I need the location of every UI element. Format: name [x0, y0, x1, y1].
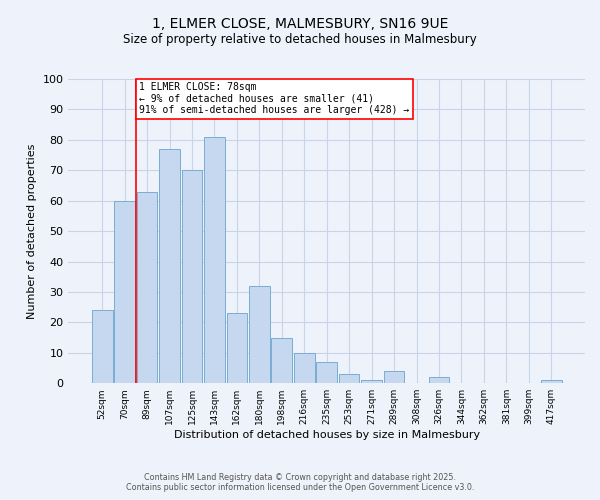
Bar	[182, 170, 202, 383]
Bar	[137, 192, 157, 383]
Bar	[92, 310, 113, 383]
Bar	[384, 371, 404, 383]
Bar	[316, 362, 337, 383]
X-axis label: Distribution of detached houses by size in Malmesbury: Distribution of detached houses by size …	[173, 430, 480, 440]
Bar	[541, 380, 562, 383]
Text: Size of property relative to detached houses in Malmesbury: Size of property relative to detached ho…	[123, 32, 477, 46]
Bar	[339, 374, 359, 383]
Bar	[294, 353, 314, 383]
Bar	[204, 137, 225, 383]
Bar	[159, 149, 180, 383]
Y-axis label: Number of detached properties: Number of detached properties	[27, 144, 37, 319]
Text: 1 ELMER CLOSE: 78sqm
← 9% of detached houses are smaller (41)
91% of semi-detach: 1 ELMER CLOSE: 78sqm ← 9% of detached ho…	[139, 82, 410, 115]
Bar	[428, 377, 449, 383]
Bar	[249, 286, 269, 383]
Text: Contains HM Land Registry data © Crown copyright and database right 2025.
Contai: Contains HM Land Registry data © Crown c…	[126, 473, 474, 492]
Bar	[227, 313, 247, 383]
Text: 1, ELMER CLOSE, MALMESBURY, SN16 9UE: 1, ELMER CLOSE, MALMESBURY, SN16 9UE	[152, 18, 448, 32]
Bar	[361, 380, 382, 383]
Bar	[115, 200, 135, 383]
Bar	[271, 338, 292, 383]
